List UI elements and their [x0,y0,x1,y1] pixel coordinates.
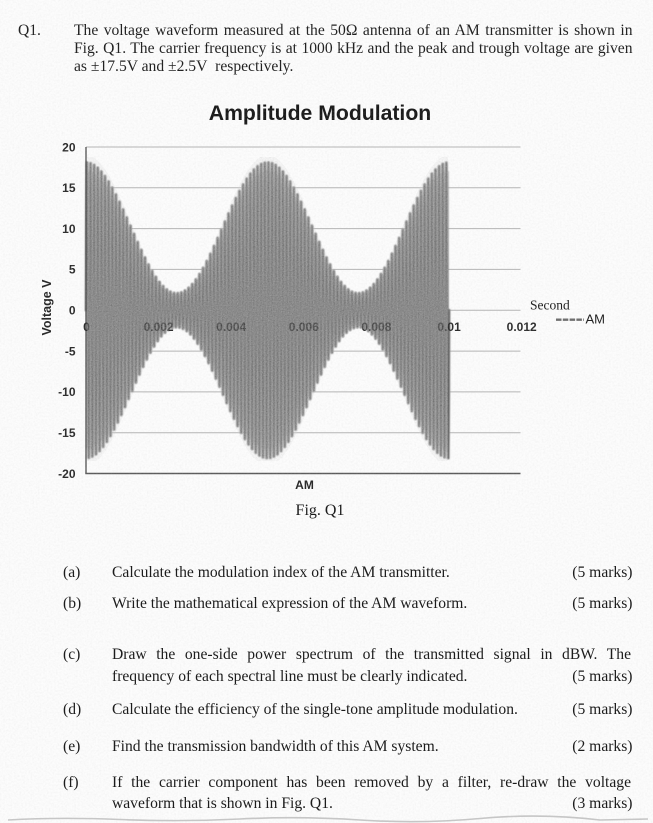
svg-text:Second: Second [530,298,570,313]
svg-text:AM: AM [586,312,606,327]
svg-text:Voltage V: Voltage V [40,279,54,336]
svg-text:AM: AM [295,478,314,492]
